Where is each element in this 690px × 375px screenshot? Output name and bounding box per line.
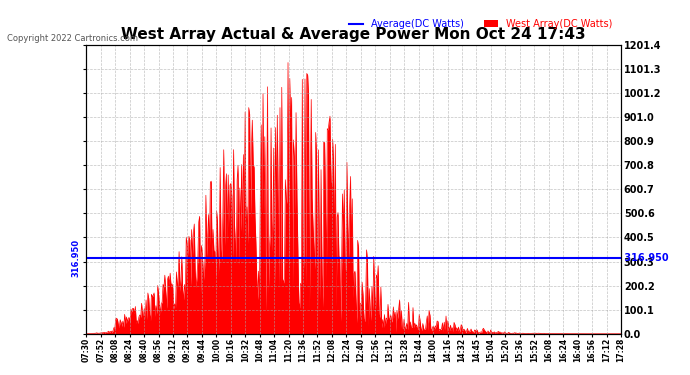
Text: 316.950: 316.950 bbox=[621, 253, 669, 262]
Legend: Average(DC Watts), West Array(DC Watts): Average(DC Watts), West Array(DC Watts) bbox=[345, 15, 616, 33]
Text: 316.950: 316.950 bbox=[72, 238, 81, 277]
Text: Copyright 2022 Cartronics.com: Copyright 2022 Cartronics.com bbox=[7, 34, 138, 43]
Title: West Array Actual & Average Power Mon Oct 24 17:43: West Array Actual & Average Power Mon Oc… bbox=[121, 27, 586, 42]
